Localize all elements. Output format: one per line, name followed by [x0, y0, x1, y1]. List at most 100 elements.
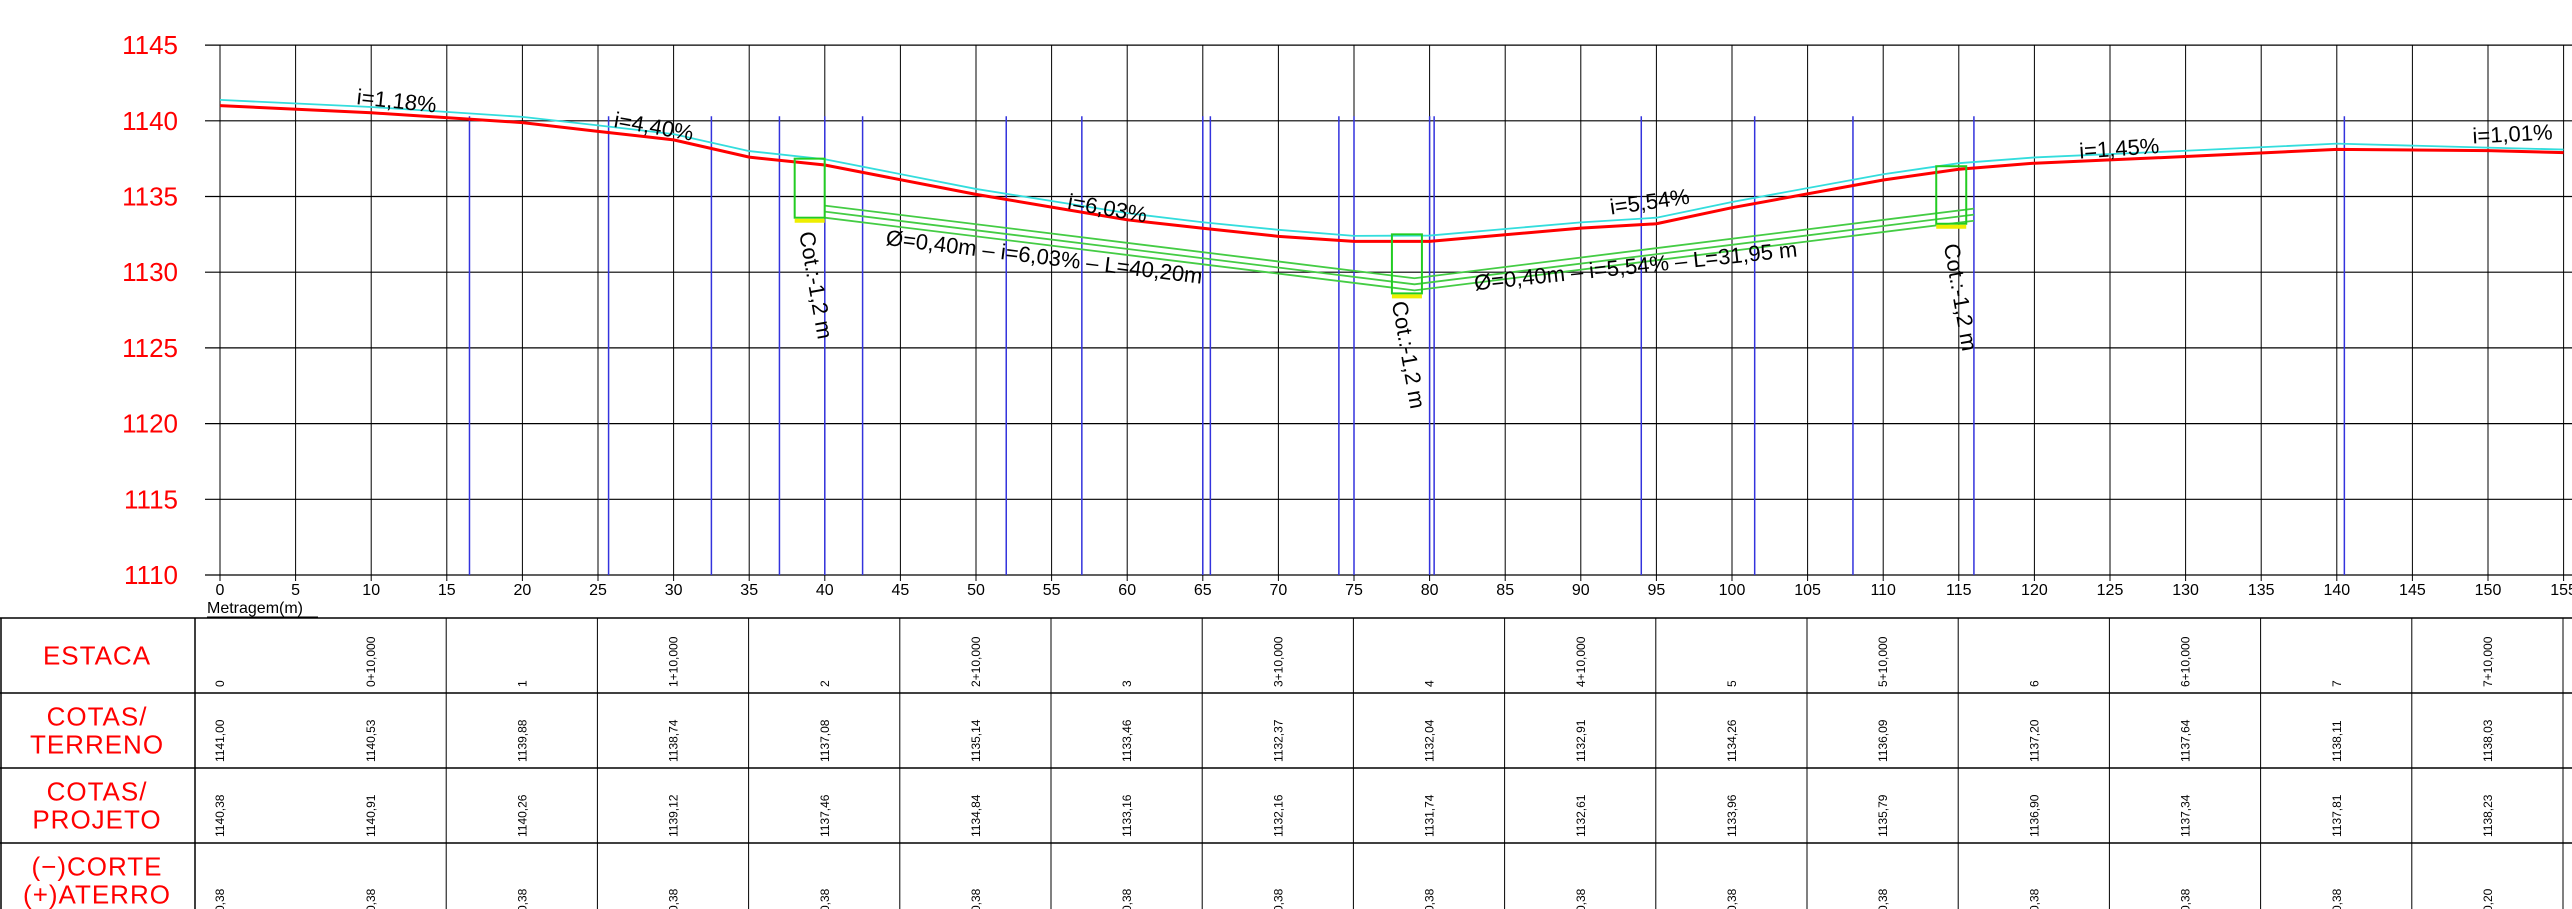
x-tick-label: 135	[2248, 582, 2275, 599]
table-row-label: (+)ATERRO	[23, 880, 171, 909]
x-tick-label: 90	[1572, 582, 1590, 599]
table-cell-terreno: 1138,11	[2330, 720, 2344, 762]
table-row-label: (−)CORTE	[31, 852, 162, 882]
x-tick-label: 130	[2172, 582, 2199, 599]
x-tick-label: 30	[665, 582, 683, 599]
table-cell-estaca: 1+10,000	[667, 636, 681, 687]
table-cell-corte: 0,38	[818, 888, 832, 909]
table-row-label: COTAS/	[47, 777, 148, 807]
table-cell-projeto: 1131,74	[1423, 794, 1437, 837]
x-tick-label: 150	[2475, 582, 2502, 599]
slope-label: i=1,45%	[2078, 133, 2160, 164]
table-cell-corte: 0,38	[1876, 888, 1890, 909]
table-cell-projeto: 1133,16	[1120, 794, 1134, 837]
table-row-label: ESTACA	[43, 641, 151, 671]
series-projeto	[219, 99, 2564, 237]
table-cell-estaca: 3+10,000	[1271, 636, 1285, 687]
table-cell-estaca: 6	[2027, 680, 2041, 687]
table-cell-projeto: 1138,23	[2481, 794, 2495, 837]
table-cell-terreno: 1140,53	[364, 719, 378, 762]
x-tick-label: 35	[740, 582, 758, 599]
y-tick-label: 1125	[122, 333, 178, 363]
table-cell-terreno: 1134,26	[1725, 719, 1739, 762]
series-tubo_base	[824, 216, 1975, 292]
x-axis-ticks: 0 5 10 15 20 25 30 35 40 45 50 55 60 65 70 75 80 85 90 95 10…	[216, 575, 2572, 599]
table-cell-projeto: 1132,61	[1574, 794, 1588, 837]
y-tick-label: 1140	[122, 106, 178, 136]
table-cell-projeto: 1133,96	[1725, 794, 1739, 837]
table-cell-projeto: 1137,46	[818, 794, 832, 837]
x-tick-label: 55	[1043, 582, 1061, 599]
table-cell-projeto: 1137,34	[2179, 794, 2193, 837]
station-verticals	[468, 116, 2346, 575]
pipe-label: Ø=0,40m – i=5,54% – L=31,95 m	[1473, 237, 1799, 296]
y-tick-label: 1115	[124, 484, 178, 514]
data-table: ESTACACOTAS/TERRENOCOTAS/PROJETO(−)CORTE…	[0, 617, 2572, 909]
x-tick-label: 125	[2097, 582, 2124, 599]
manhole-box	[1935, 165, 1968, 225]
table-cell-terreno: 1137,64	[2179, 719, 2193, 762]
x-tick-label: 40	[816, 582, 834, 599]
table-cell-projeto: 1139,12	[667, 794, 681, 837]
table-cell-terreno: 1138,03	[2481, 719, 2495, 762]
table-cell-estaca: 3	[1120, 680, 1134, 687]
profile-series	[219, 99, 2564, 292]
table-cell-estaca: 1	[515, 680, 529, 687]
table-cell-estaca: 4	[1423, 680, 1437, 687]
table-cell-estaca: 7+10,000	[2481, 636, 2495, 687]
x-tick-label: 145	[2399, 582, 2426, 599]
y-tick-label: 1120	[122, 409, 178, 439]
table-cell-estaca: 4+10,000	[1574, 636, 1588, 687]
x-tick-label: 85	[1496, 582, 1514, 599]
table-cell-projeto: 1140,26	[515, 794, 529, 837]
table-cell-terreno: 1141,00	[213, 719, 227, 762]
table-cell-corte: 0,38	[2179, 888, 2193, 909]
table-cell-estaca: 6+10,000	[2179, 636, 2193, 687]
table-cell-corte: 0,38	[2330, 888, 2344, 909]
x-tick-label: 80	[1421, 582, 1439, 599]
table-cell-projeto: 1134,84	[969, 794, 983, 837]
table-cell-terreno: 1133,46	[1120, 719, 1134, 762]
table-cell-estaca: 5+10,000	[1876, 636, 1890, 687]
table-row-label: TERRENO	[30, 730, 164, 760]
table-row-label: PROJETO	[32, 805, 161, 835]
table-cell-projeto: 1140,91	[364, 794, 378, 837]
x-tick-label: 140	[2323, 582, 2350, 599]
x-tick-label: 70	[1270, 582, 1288, 599]
table-cell-terreno: 1137,20	[2027, 719, 2041, 762]
table-cell-terreno: 1132,04	[1423, 719, 1437, 762]
table-cell-estaca: 2+10,000	[969, 636, 983, 687]
series-tubo_topo	[824, 204, 1975, 280]
slope-labels: i=1,18%i=4,40%i=6,03% i=5,54%i=1,45% i=1,0…	[356, 84, 2554, 295]
table-cell-terreno: 1137,08	[818, 719, 832, 762]
x-tick-label: 105	[1794, 582, 1821, 599]
table-cell-estaca: 0+10,000	[364, 636, 378, 687]
slope-label: i=5,54%	[1608, 184, 1691, 220]
y-tick-label: 1130	[122, 257, 178, 287]
x-tick-label: 65	[1194, 582, 1212, 599]
x-tick-label: 5	[291, 582, 300, 599]
manhole-depth-label: Cot.:-1,2 m	[1939, 241, 1983, 353]
table-cell-estaca: 7	[2330, 680, 2344, 687]
manhole-box	[1390, 233, 1423, 295]
table-cell-projeto: 1136,90	[2027, 794, 2041, 837]
x-tick-label: 25	[589, 582, 607, 599]
x-tick-label: 100	[1719, 582, 1746, 599]
table-cell-terreno: 1136,09	[1876, 719, 1890, 762]
y-tick-label: 1135	[122, 182, 178, 212]
x-tick-label: 45	[892, 582, 910, 599]
table-cell-corte: 0,38	[213, 888, 227, 909]
table-cell-corte: 0,38	[667, 888, 681, 909]
table-cell-corte: 0,38	[969, 888, 983, 909]
series-tubo_meio	[824, 210, 1975, 286]
table-cell-projeto: 1140,38	[213, 794, 227, 837]
grid-lines	[205, 44, 2572, 576]
table-cell-corte: 0,20	[2481, 888, 2495, 909]
slope-label: i=6,03%	[1066, 189, 1149, 228]
table-cell-estaca: 2	[818, 680, 832, 687]
y-axis-ticks: 1110 1115 1120 1125 1130 1135 1140 1145	[122, 30, 178, 590]
table-cell-corte: 0,38	[1574, 888, 1588, 909]
table-row-label: COTAS/	[47, 702, 148, 732]
table-cell-projeto: 1132,16	[1271, 794, 1285, 837]
